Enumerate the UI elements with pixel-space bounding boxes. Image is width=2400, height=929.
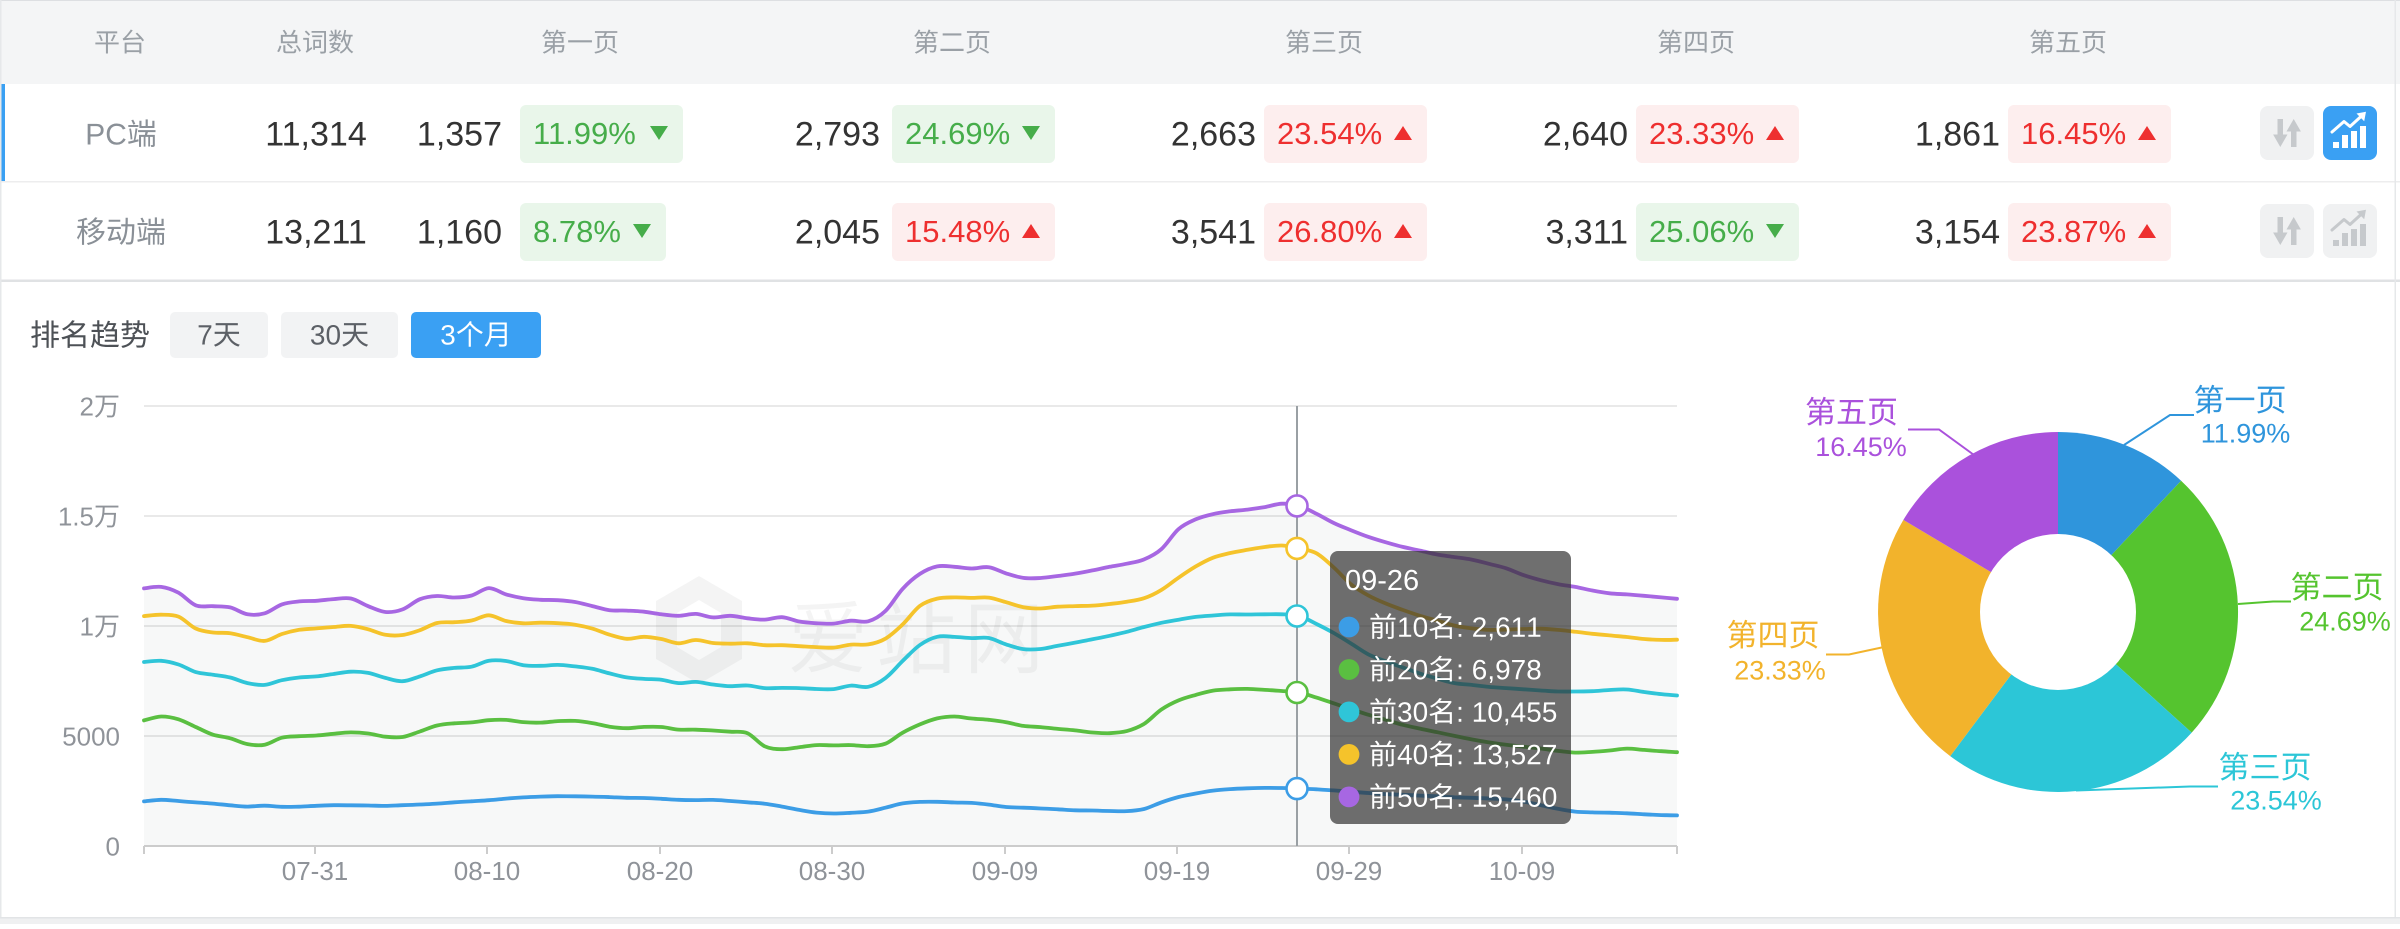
svg-text:11.99%: 11.99% xyxy=(2201,419,2291,449)
svg-text:3,311: 3,311 xyxy=(1545,213,1628,251)
svg-text:2,640: 2,640 xyxy=(1543,115,1628,153)
svg-text:09-09: 09-09 xyxy=(972,856,1039,886)
svg-text:23.33%: 23.33% xyxy=(1649,116,1754,151)
svg-text:2,663: 2,663 xyxy=(1171,115,1256,153)
svg-text:2,793: 2,793 xyxy=(795,115,880,153)
svg-text:09-26: 09-26 xyxy=(1345,565,1419,597)
svg-text:08-20: 08-20 xyxy=(627,856,694,886)
svg-text:11,314: 11,314 xyxy=(265,115,366,153)
svg-text:8.78%: 8.78% xyxy=(533,214,621,249)
svg-text:08-10: 08-10 xyxy=(454,856,521,886)
svg-text:09-19: 09-19 xyxy=(1144,856,1211,886)
svg-text:23.87%: 23.87% xyxy=(2021,214,2126,249)
svg-text:24.69%: 24.69% xyxy=(905,116,1010,151)
svg-text:24.69%: 24.69% xyxy=(2299,607,2391,637)
svg-text:10-09: 10-09 xyxy=(1489,856,1556,886)
svg-text:3,154: 3,154 xyxy=(1915,213,2000,251)
svg-text:13,211: 13,211 xyxy=(265,213,366,251)
svg-text:16.45%: 16.45% xyxy=(1815,432,1907,462)
svg-text:23.54%: 23.54% xyxy=(1277,116,1382,151)
svg-text:23.54%: 23.54% xyxy=(2230,786,2322,816)
svg-text:11.99%: 11.99% xyxy=(533,116,636,151)
svg-text:3,541: 3,541 xyxy=(1171,213,1256,251)
svg-text:09-29: 09-29 xyxy=(1316,856,1383,886)
svg-text:23.33%: 23.33% xyxy=(1734,656,1826,686)
svg-text:25.06%: 25.06% xyxy=(1649,214,1754,249)
svg-text:16.45%: 16.45% xyxy=(2021,116,2126,151)
svg-text:07-31: 07-31 xyxy=(282,856,349,886)
svg-text:1,357: 1,357 xyxy=(417,115,502,153)
svg-text:08-30: 08-30 xyxy=(799,856,866,886)
svg-text:26.80%: 26.80% xyxy=(1277,214,1382,249)
svg-text:1,160: 1,160 xyxy=(417,213,502,251)
svg-text:15.48%: 15.48% xyxy=(905,214,1010,249)
svg-text:1,861: 1,861 xyxy=(1915,115,2000,153)
svg-text:2,045: 2,045 xyxy=(795,213,880,251)
